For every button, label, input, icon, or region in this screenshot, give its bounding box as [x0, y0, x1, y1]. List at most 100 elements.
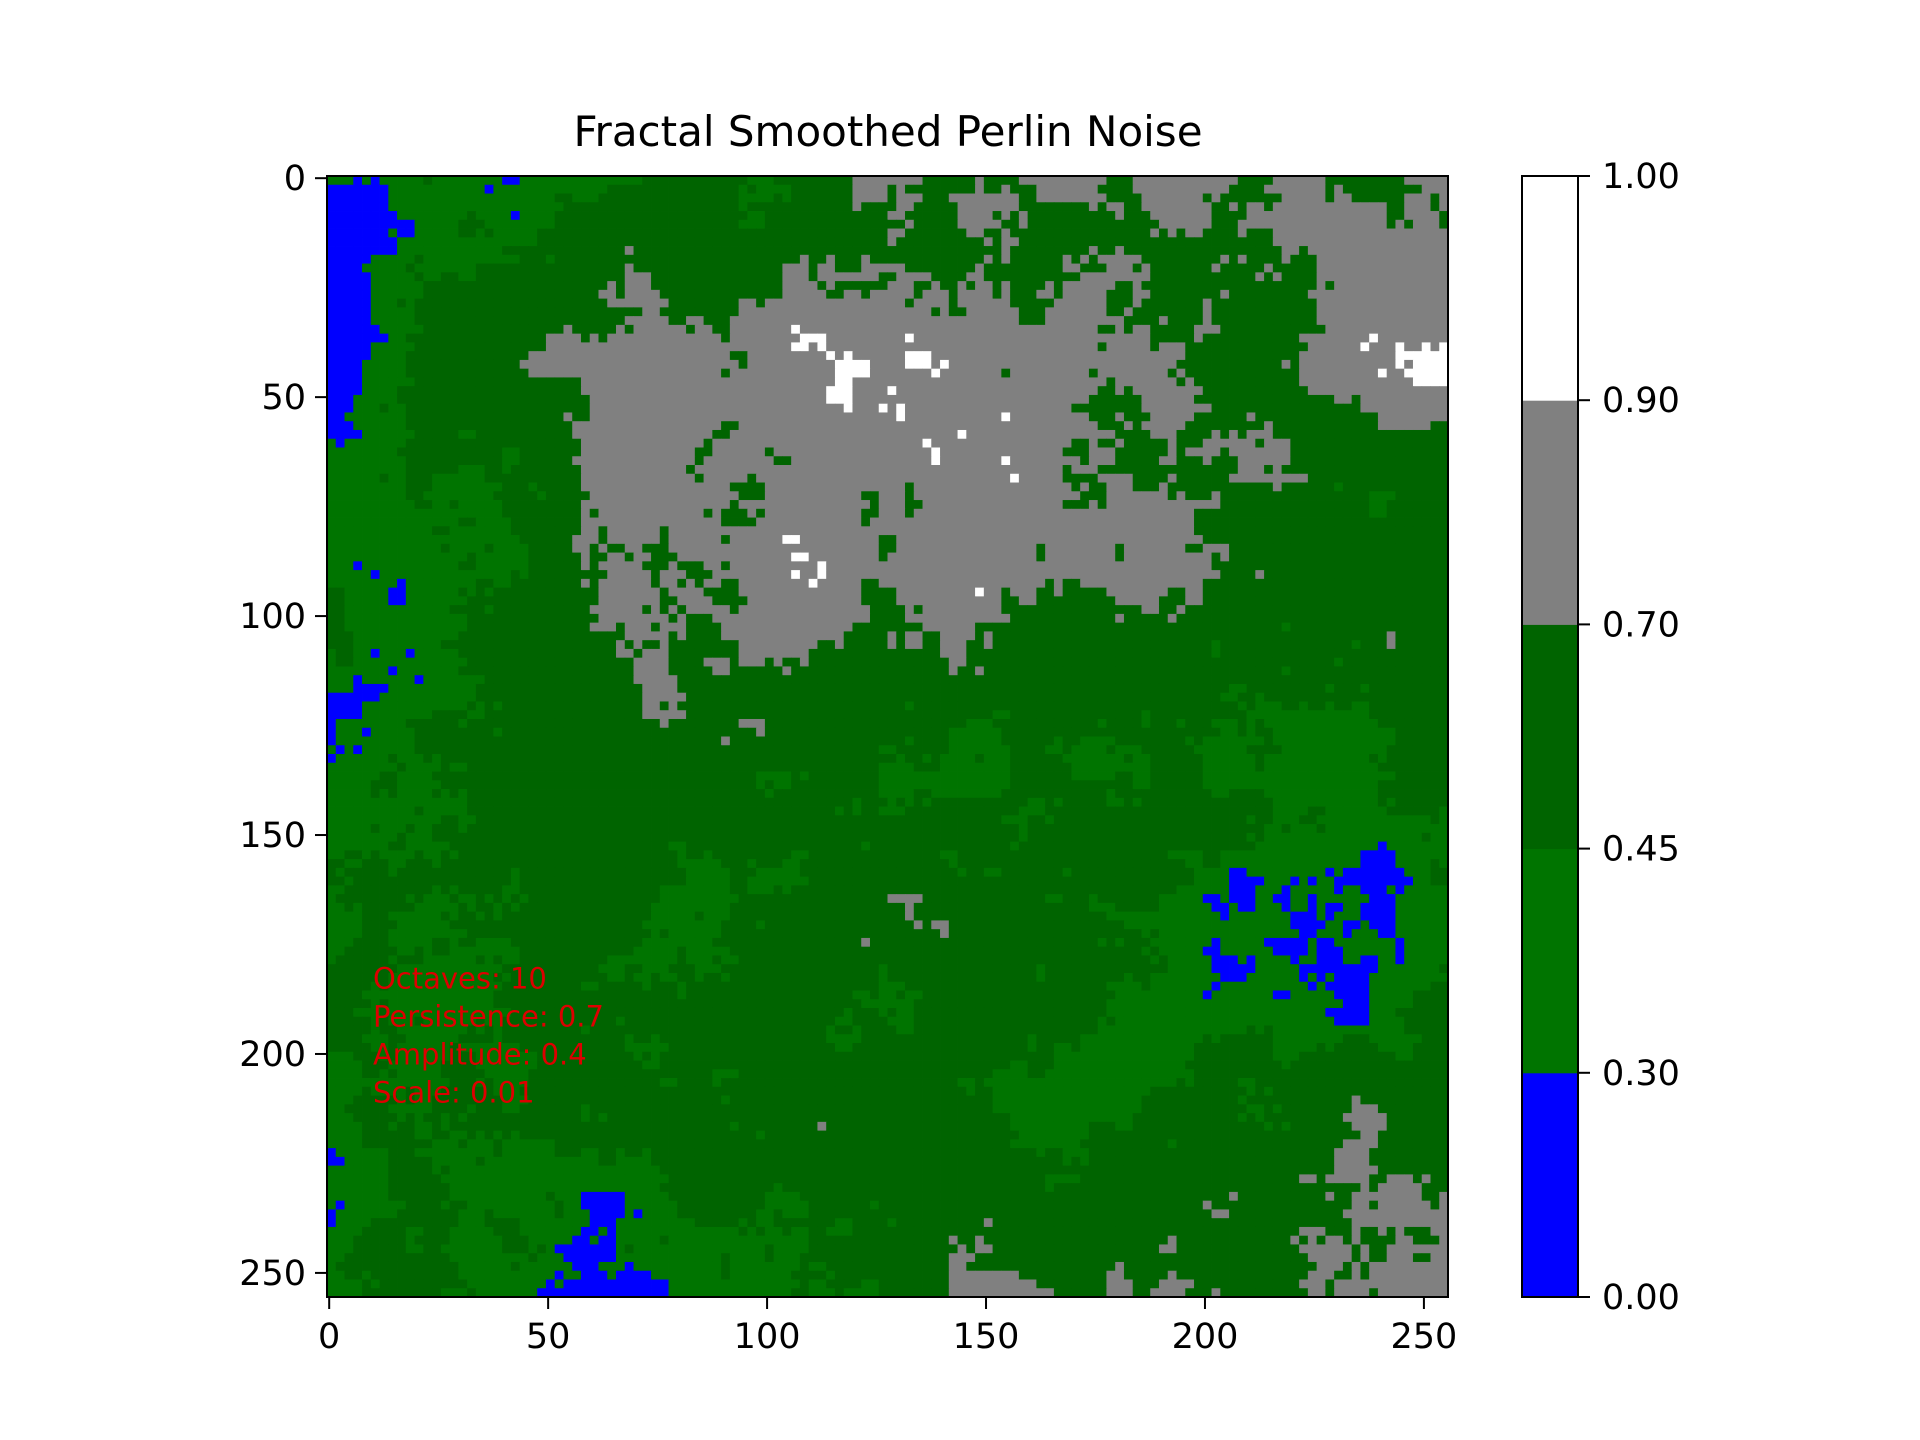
- heatmap-cell: [1194, 202, 1204, 212]
- heatmap-cell: [983, 403, 993, 413]
- heatmap-cell: [1202, 272, 1212, 282]
- heatmap-cell: [1299, 508, 1309, 518]
- heatmap-cell: [1150, 386, 1160, 396]
- heatmap-cell: [432, 421, 442, 431]
- heatmap-cell: [1097, 211, 1107, 221]
- heatmap-cell: [598, 246, 608, 256]
- heatmap-cell: [686, 316, 696, 326]
- heatmap-cell: [502, 316, 512, 326]
- heatmap-cell: [1369, 359, 1379, 370]
- heatmap-cell: [475, 237, 486, 247]
- heatmap-cell: [528, 316, 538, 326]
- heatmap-cell: [1246, 307, 1256, 317]
- heatmap-cell: [1237, 359, 1247, 370]
- heatmap-cell: [633, 307, 643, 317]
- heatmap-cell: [467, 421, 477, 431]
- heatmap-cell: [1185, 211, 1195, 221]
- heatmap-cell: [668, 228, 678, 238]
- heatmap-cell: [379, 368, 389, 378]
- heatmap-cell: [861, 176, 871, 186]
- heatmap-cell: [861, 412, 871, 422]
- heatmap-cell: [1018, 465, 1029, 475]
- heatmap-cell: [799, 351, 810, 361]
- heatmap-cell: [616, 219, 626, 229]
- heatmap-cell: [1115, 254, 1125, 264]
- heatmap-cell: [1412, 465, 1423, 475]
- heatmap-cell: [1281, 281, 1291, 291]
- heatmap-cell: [545, 508, 556, 518]
- heatmap-cell: [826, 176, 836, 186]
- heatmap-cell: [449, 202, 459, 212]
- heatmap-cell: [1316, 386, 1326, 396]
- heatmap-cell: [1342, 456, 1353, 466]
- heatmap-cell: [633, 176, 643, 186]
- heatmap-cell: [975, 377, 985, 387]
- heatmap-cell: [1080, 377, 1090, 387]
- heatmap-cell: [826, 377, 836, 387]
- heatmap-cell: [940, 184, 950, 194]
- heatmap-cell: [572, 289, 582, 300]
- heatmap-cell: [869, 342, 880, 352]
- heatmap-cell: [1369, 228, 1379, 238]
- heatmap-cell: [1377, 377, 1388, 387]
- heatmap-cell: [1132, 281, 1142, 291]
- heatmap-cell: [1246, 368, 1256, 378]
- heatmap-cell: [799, 368, 810, 378]
- heatmap-cell: [887, 342, 897, 352]
- heatmap-cell: [799, 176, 810, 186]
- heatmap-cell: [598, 456, 608, 466]
- heatmap-cell: [940, 412, 950, 422]
- heatmap-cell: [1281, 246, 1291, 256]
- heatmap-cell: [729, 219, 740, 229]
- heatmap-cell: [1158, 394, 1169, 405]
- heatmap-cell: [1053, 456, 1064, 466]
- heatmap-cell: [1088, 429, 1099, 440]
- heatmap-cell: [493, 254, 503, 264]
- heatmap-cell: [1281, 289, 1291, 300]
- heatmap-cell: [1229, 219, 1239, 229]
- heatmap-cell: [423, 421, 433, 431]
- heatmap-cell: [1307, 429, 1318, 440]
- heatmap-cell: [983, 254, 993, 264]
- heatmap-cell: [1141, 333, 1151, 343]
- heatmap-cell: [852, 386, 862, 396]
- heatmap-cell: [397, 289, 407, 300]
- heatmap-cell: [475, 176, 486, 186]
- heatmap-cell: [808, 456, 818, 466]
- heatmap-cell: [1246, 473, 1256, 483]
- heatmap-cell: [878, 447, 888, 457]
- heatmap-cell: [712, 237, 722, 247]
- heatmap-cell: [432, 359, 442, 370]
- heatmap-cell: [1237, 342, 1247, 352]
- heatmap-cell: [826, 246, 836, 256]
- heatmap-cell: [764, 246, 775, 256]
- heatmap-cell: [432, 246, 442, 256]
- heatmap-cell: [1229, 456, 1239, 466]
- heatmap-cell: [598, 386, 608, 396]
- heatmap-cell: [1141, 176, 1151, 186]
- heatmap-cell: [1316, 456, 1326, 466]
- heatmap-cell: [957, 465, 967, 475]
- heatmap-cell: [484, 263, 494, 273]
- heatmap-cell: [545, 289, 556, 300]
- heatmap-cell: [852, 456, 862, 466]
- heatmap-cell: [887, 421, 897, 431]
- heatmap-cell: [379, 377, 389, 387]
- heatmap-cell: [397, 298, 407, 308]
- heatmap-cell: [905, 394, 915, 405]
- heatmap-cell: [1246, 359, 1256, 370]
- heatmap-cell: [1018, 228, 1029, 238]
- heatmap-cell: [729, 298, 740, 308]
- heatmap-cell: [1412, 438, 1423, 448]
- heatmap-cell: [1194, 394, 1204, 405]
- heatmap-cell: [327, 289, 337, 300]
- heatmap-cell: [1325, 202, 1335, 212]
- heatmap-cell: [1325, 263, 1335, 273]
- heatmap-cell: [1027, 333, 1037, 343]
- heatmap-cell: [633, 394, 643, 405]
- heatmap-cell: [773, 307, 783, 317]
- heatmap-cell: [607, 447, 617, 457]
- heatmap-cell: [545, 176, 556, 186]
- heatmap-cell: [554, 368, 564, 378]
- heatmap-cell: [1325, 473, 1335, 483]
